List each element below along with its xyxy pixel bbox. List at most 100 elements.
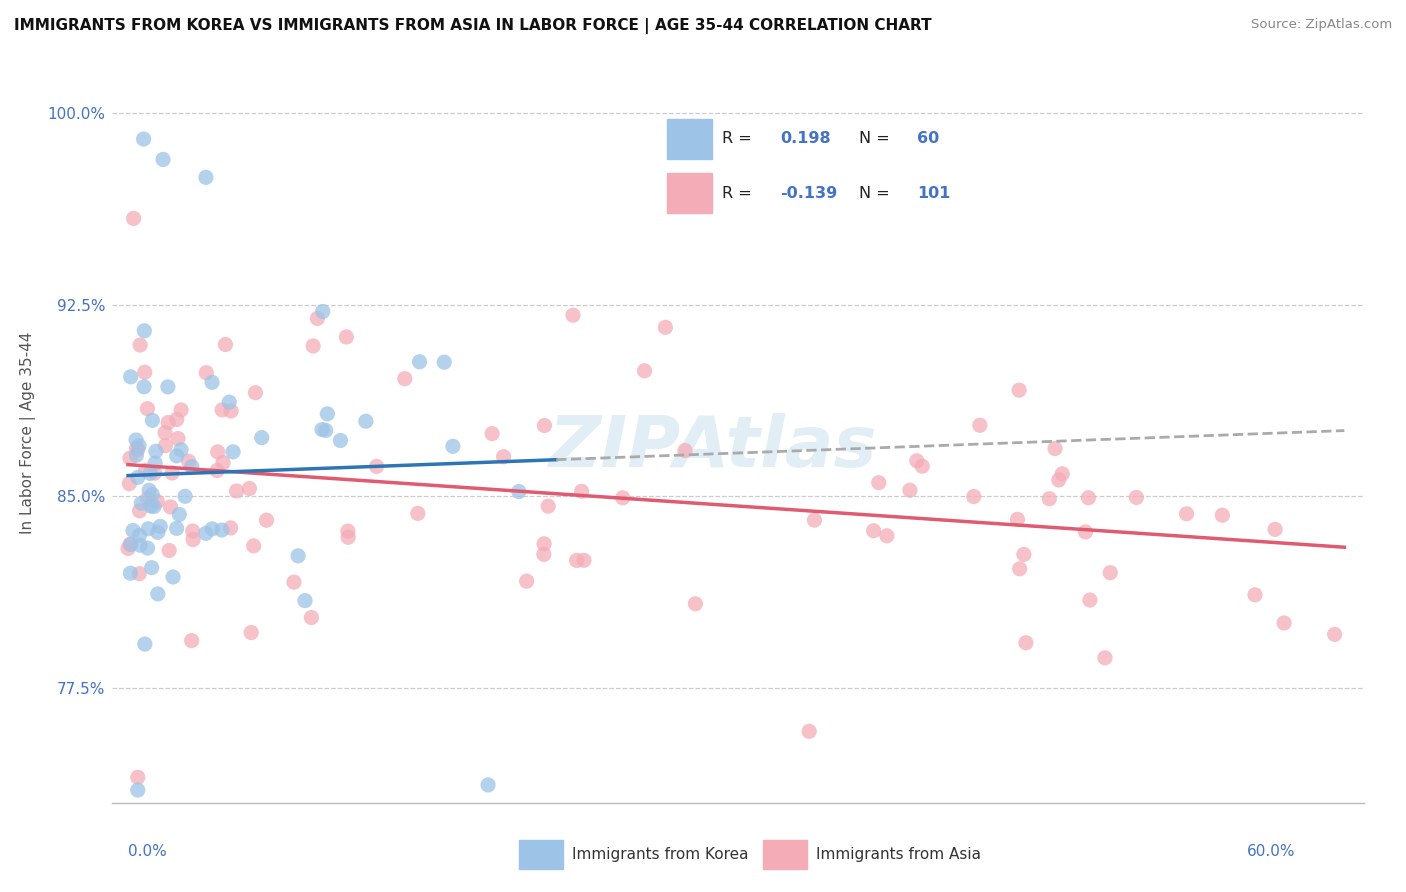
Point: [139, 467, 162, 481]
Point: [1074, 524, 1097, 539]
Point: [118, 476, 141, 491]
Text: Immigrants from Asia: Immigrants from Asia: [815, 847, 981, 863]
Point: [146, 494, 169, 508]
Point: [572, 553, 595, 567]
Point: [562, 308, 585, 322]
Point: [1099, 566, 1122, 580]
Point: [181, 533, 204, 547]
Point: [533, 418, 555, 433]
Point: [245, 385, 267, 400]
Point: [654, 320, 676, 334]
Point: [1078, 593, 1101, 607]
Point: [433, 355, 456, 369]
Point: [162, 570, 184, 584]
Point: [122, 211, 145, 226]
Point: [307, 311, 329, 326]
Point: [136, 522, 159, 536]
FancyBboxPatch shape: [519, 840, 562, 870]
Point: [225, 483, 247, 498]
Point: [143, 456, 166, 470]
Point: [1211, 508, 1233, 523]
Point: [181, 524, 204, 538]
Point: [283, 575, 305, 590]
Point: [316, 407, 339, 421]
Point: [129, 496, 152, 510]
Point: [159, 500, 181, 514]
Point: [898, 483, 921, 498]
Point: [128, 439, 150, 453]
Point: [127, 783, 149, 797]
Point: [685, 597, 707, 611]
Point: [194, 170, 217, 185]
Point: [138, 483, 160, 498]
Text: 0.0%: 0.0%: [128, 845, 167, 860]
Point: [803, 513, 825, 527]
Point: [905, 454, 928, 468]
Point: [1272, 615, 1295, 630]
Point: [335, 330, 357, 344]
Point: [128, 504, 150, 518]
Point: [481, 426, 503, 441]
Point: [201, 522, 224, 536]
Point: [299, 610, 322, 624]
Point: [287, 549, 309, 563]
Point: [219, 521, 242, 535]
Point: [118, 451, 141, 466]
Point: [127, 770, 149, 784]
Point: [141, 487, 163, 501]
Point: [366, 459, 388, 474]
Point: [406, 507, 429, 521]
Point: [1264, 523, 1286, 537]
Point: [134, 365, 156, 379]
Point: [135, 463, 157, 477]
Point: [516, 574, 538, 589]
Point: [799, 724, 821, 739]
Point: [128, 528, 150, 542]
Point: [141, 413, 163, 427]
Point: [149, 519, 172, 533]
Point: [120, 537, 142, 551]
Point: [146, 587, 169, 601]
Point: [180, 633, 202, 648]
Point: [170, 442, 193, 457]
Point: [157, 543, 180, 558]
Text: IMMIGRANTS FROM KOREA VS IMMIGRANTS FROM ASIA IN LABOR FORCE | AGE 35-44 CORRELA: IMMIGRANTS FROM KOREA VS IMMIGRANTS FROM…: [14, 18, 932, 34]
Point: [136, 541, 159, 555]
Point: [136, 491, 159, 506]
Text: Source: ZipAtlas.com: Source: ZipAtlas.com: [1251, 18, 1392, 31]
Point: [160, 466, 183, 480]
Point: [219, 404, 242, 418]
Point: [673, 443, 696, 458]
FancyBboxPatch shape: [763, 840, 807, 870]
Point: [1323, 627, 1346, 641]
Point: [250, 431, 273, 445]
Point: [157, 416, 180, 430]
Point: [214, 337, 236, 351]
Point: [146, 525, 169, 540]
Point: [1125, 491, 1147, 505]
Point: [336, 524, 359, 538]
Point: [238, 482, 260, 496]
Point: [195, 366, 218, 380]
Point: [207, 445, 229, 459]
Point: [169, 508, 191, 522]
Point: [141, 560, 163, 574]
Point: [862, 524, 884, 538]
Point: [127, 442, 149, 457]
Point: [1052, 467, 1074, 481]
Point: [122, 524, 145, 538]
Point: [222, 445, 245, 459]
Point: [963, 490, 986, 504]
Point: [153, 425, 176, 440]
Point: [294, 593, 316, 607]
Point: [302, 339, 325, 353]
Point: [1038, 491, 1060, 506]
Point: [132, 132, 155, 146]
Point: [329, 434, 352, 448]
Point: [129, 538, 152, 552]
Point: [174, 489, 197, 503]
Point: [571, 484, 593, 499]
Point: [537, 499, 560, 513]
Point: [211, 403, 233, 417]
Point: [408, 355, 430, 369]
